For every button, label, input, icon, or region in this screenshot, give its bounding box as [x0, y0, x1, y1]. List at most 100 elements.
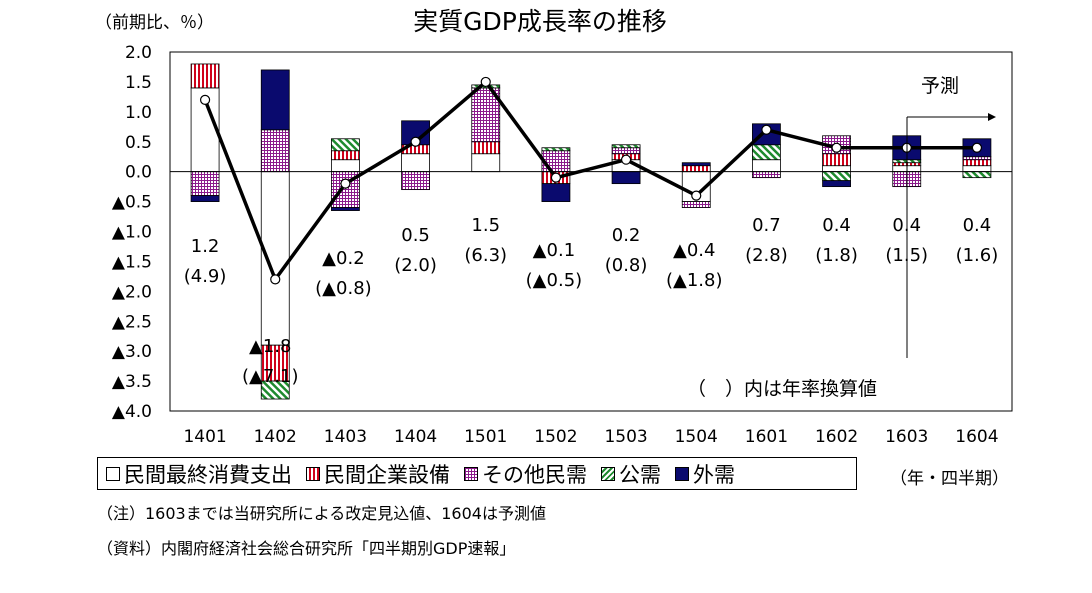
y-tick-label: ▲4.0: [112, 402, 152, 422]
x-axis-ticks: 1401 1402 1403 1404 1501 1502 1503 1504 1601 1602…: [183, 427, 998, 447]
bar-other-private: [401, 171, 430, 191]
bar-other-private: [752, 171, 781, 179]
growth-label: 0.5: [401, 225, 430, 246]
annualized-label: (2.8): [745, 245, 788, 266]
bar-private-investment: [822, 153, 851, 167]
annualized-label: (0.8): [605, 255, 648, 276]
x-tick-label: 1504: [675, 427, 718, 447]
source-note: （資料）内閣府経済社会総合研究所「四半期別GDP速報」: [97, 539, 516, 558]
public-swatch: [601, 466, 615, 481]
annualized-label: (4.9): [184, 266, 227, 287]
plot-area: [169, 51, 1013, 412]
gdp-marker: [971, 142, 983, 153]
bar-public: [541, 147, 571, 152]
bar-external: [681, 162, 711, 167]
y-tick-label: ▲0.5: [112, 193, 152, 213]
bar-external: [260, 69, 290, 131]
y-tick-label: ▲3.0: [112, 342, 152, 362]
other-private-swatch: [464, 466, 478, 481]
bar-other-private: [190, 171, 220, 197]
growth-label: ▲1.8: [249, 336, 291, 357]
y-tick-label: ▲2.0: [112, 282, 152, 302]
x-tick-label: 1604: [955, 427, 998, 447]
bar-external: [190, 195, 220, 202]
y-tick-label: ▲3.5: [112, 372, 152, 392]
bar-other-private: [962, 156, 992, 161]
growth-label: 0.2: [612, 225, 641, 246]
data-labels: 1.2 (4.9) ▲1.8 (▲7.1) ▲0.2 (▲0.8) 0.5 (2.0) 1.5 (…: [184, 215, 999, 387]
x-tick-label: 1502: [534, 427, 577, 447]
bar-external: [541, 183, 571, 202]
gdp-marker: [480, 76, 491, 88]
gdp-marker: [410, 136, 421, 147]
annual-rate-note: （ ）内は年率換算値: [687, 378, 877, 400]
x-tick-label: 1503: [604, 427, 647, 447]
bar-public: [611, 144, 641, 149]
bar-public: [822, 171, 851, 182]
private-investment-swatch: [306, 466, 320, 481]
legend-label: 外需: [693, 462, 735, 487]
bar-private-investment: [681, 165, 711, 173]
y-axis-unit: （前期比、％）: [95, 13, 214, 33]
gdp-marker: [270, 274, 281, 285]
growth-label: ▲0.4: [673, 240, 715, 261]
gdp-marker: [340, 178, 351, 189]
y-tick-label: ▲1.0: [112, 223, 152, 243]
bar-external: [822, 180, 851, 188]
bar-public: [331, 138, 360, 152]
growth-label: 1.2: [191, 236, 220, 257]
bar-public: [962, 171, 992, 179]
gdp-marker: [199, 94, 211, 105]
legend-label: 民間企業設備: [324, 462, 450, 487]
bar-external: [611, 171, 641, 185]
legend-label: 民間最終消費支出: [124, 462, 292, 487]
y-tick-label: 0.5: [125, 133, 152, 153]
growth-label: ▲0.1: [533, 240, 575, 261]
bar-public: [260, 380, 290, 400]
legend-item-private-consumption: 民間最終消費支出: [106, 459, 292, 489]
gdp-marker: [620, 154, 632, 165]
y-tick-label: 2.0: [125, 43, 152, 63]
growth-label: 0.4: [963, 215, 992, 236]
y-tick-label: ▲2.5: [112, 312, 152, 332]
legend-item-other-private: その他民需: [464, 459, 587, 489]
y-tick-label: 1.5: [125, 73, 152, 93]
gdp-marker: [691, 190, 702, 201]
chart-title: 実質GDP成長率の推移: [413, 7, 667, 36]
bar-other-private: [681, 201, 711, 208]
gdp-growth-markers: [199, 76, 983, 285]
annualized-label: (▲7.1): [242, 366, 299, 387]
y-axis-ticks: 2.0 1.5 1.0 0.5 0.0 ▲0.5 ▲1.0 ▲1.5 ▲2.0 ▲2.5 ▲3.0 ▲…: [112, 43, 152, 422]
y-tick-label: 0.0: [125, 163, 152, 183]
x-tick-label: 1401: [183, 427, 226, 447]
bar-external: [331, 207, 360, 211]
bar-other-private: [260, 129, 290, 173]
bar-other-private: [611, 147, 641, 155]
x-tick-label: 1404: [394, 427, 437, 447]
x-tick-label: 1402: [254, 427, 297, 447]
legend-item-public: 公需: [601, 459, 661, 489]
growth-label: 1.5: [471, 215, 500, 236]
bar-private-consumption: [401, 153, 430, 173]
gdp-marker: [761, 124, 772, 135]
legend: 民間最終消費支出 民間企業設備 その他民需 公需 外需: [97, 457, 857, 490]
x-tick-label: 1501: [464, 427, 507, 447]
x-tick-label: 1602: [815, 427, 858, 447]
legend-item-private-investment: 民間企業設備: [306, 459, 450, 489]
annualized-label: (2.0): [394, 255, 437, 276]
forecast-arrow-head: [988, 113, 996, 121]
legend-label: その他民需: [482, 462, 587, 487]
bar-private-consumption: [471, 153, 501, 173]
bar-other-private: [541, 150, 571, 173]
gdp-marker: [550, 172, 562, 183]
annualized-label: (▲0.5): [526, 270, 583, 291]
bar-private-consumption: [962, 165, 992, 173]
annualized-label: (▲0.8): [315, 278, 372, 299]
bar-private-investment: [190, 63, 220, 89]
bar-private-investment: [962, 159, 992, 167]
annualized-label: (▲1.8): [666, 270, 723, 291]
growth-label: ▲0.2: [322, 248, 364, 269]
growth-label: 0.7: [752, 215, 781, 236]
y-tick-label: 1.0: [125, 103, 152, 123]
